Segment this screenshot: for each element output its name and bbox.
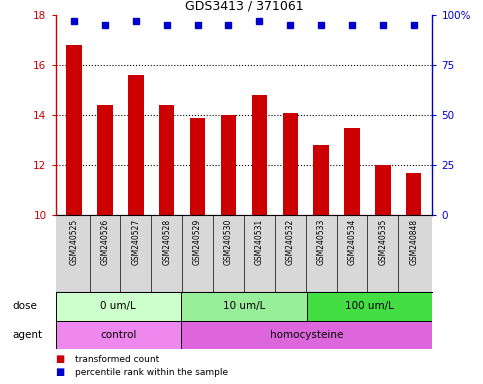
Text: GSM240529: GSM240529 xyxy=(193,219,202,265)
Bar xyxy=(307,292,432,321)
Text: GSM240527: GSM240527 xyxy=(131,219,141,265)
Text: GSM240534: GSM240534 xyxy=(347,219,356,265)
Bar xyxy=(66,45,82,215)
Text: homocysteine: homocysteine xyxy=(270,330,343,340)
Text: 0 um/L: 0 um/L xyxy=(100,301,136,311)
Text: GSM240526: GSM240526 xyxy=(100,219,110,265)
Text: GSM240848: GSM240848 xyxy=(409,219,418,265)
Bar xyxy=(313,145,329,215)
Bar xyxy=(56,292,181,321)
Text: dose: dose xyxy=(12,301,37,311)
Text: percentile rank within the sample: percentile rank within the sample xyxy=(75,368,228,377)
Bar xyxy=(283,113,298,215)
Text: transformed count: transformed count xyxy=(75,354,159,364)
Bar xyxy=(252,95,267,215)
Text: ■: ■ xyxy=(56,354,65,364)
Title: GDS3413 / 371061: GDS3413 / 371061 xyxy=(185,0,303,13)
Bar xyxy=(190,118,205,215)
Bar xyxy=(56,321,181,349)
Text: GSM240528: GSM240528 xyxy=(162,219,171,265)
Text: GSM240532: GSM240532 xyxy=(286,219,295,265)
Bar xyxy=(181,292,307,321)
Bar xyxy=(375,165,391,215)
Text: ■: ■ xyxy=(56,367,65,377)
Bar xyxy=(344,127,360,215)
Text: GSM240525: GSM240525 xyxy=(70,219,79,265)
Text: GSM240535: GSM240535 xyxy=(378,219,387,265)
Text: 100 um/L: 100 um/L xyxy=(345,301,394,311)
Bar xyxy=(181,321,432,349)
Bar xyxy=(159,105,174,215)
Text: GSM240533: GSM240533 xyxy=(317,219,326,265)
Text: GSM240531: GSM240531 xyxy=(255,219,264,265)
Text: agent: agent xyxy=(12,330,42,340)
Bar xyxy=(128,75,143,215)
Text: control: control xyxy=(100,330,137,340)
Bar xyxy=(97,105,113,215)
Bar xyxy=(221,115,236,215)
Text: GSM240530: GSM240530 xyxy=(224,219,233,265)
Bar xyxy=(406,173,422,215)
Text: 10 um/L: 10 um/L xyxy=(223,301,265,311)
